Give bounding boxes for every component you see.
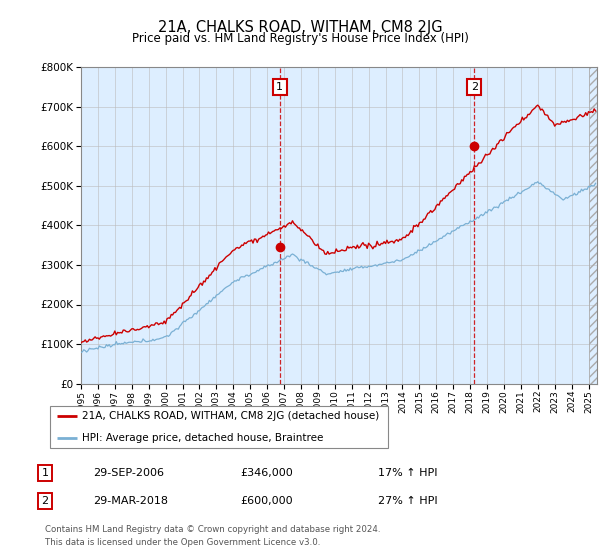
Text: 17% ↑ HPI: 17% ↑ HPI	[378, 468, 437, 478]
FancyBboxPatch shape	[50, 405, 388, 449]
Text: 29-MAR-2018: 29-MAR-2018	[93, 496, 168, 506]
Text: 1: 1	[41, 468, 49, 478]
Text: 21A, CHALKS ROAD, WITHAM, CM8 2JG (detached house): 21A, CHALKS ROAD, WITHAM, CM8 2JG (detac…	[82, 411, 379, 421]
Text: 2: 2	[471, 82, 478, 92]
Text: 1: 1	[276, 82, 283, 92]
Text: Contains HM Land Registry data © Crown copyright and database right 2024.: Contains HM Land Registry data © Crown c…	[45, 525, 380, 534]
Text: £346,000: £346,000	[240, 468, 293, 478]
Text: 21A, CHALKS ROAD, WITHAM, CM8 2JG: 21A, CHALKS ROAD, WITHAM, CM8 2JG	[158, 20, 442, 35]
Text: £600,000: £600,000	[240, 496, 293, 506]
Text: Price paid vs. HM Land Registry's House Price Index (HPI): Price paid vs. HM Land Registry's House …	[131, 32, 469, 45]
Text: 2: 2	[41, 496, 49, 506]
Text: HPI: Average price, detached house, Braintree: HPI: Average price, detached house, Brai…	[82, 433, 323, 443]
Text: 29-SEP-2006: 29-SEP-2006	[93, 468, 164, 478]
Text: This data is licensed under the Open Government Licence v3.0.: This data is licensed under the Open Gov…	[45, 538, 320, 547]
Text: 27% ↑ HPI: 27% ↑ HPI	[378, 496, 437, 506]
